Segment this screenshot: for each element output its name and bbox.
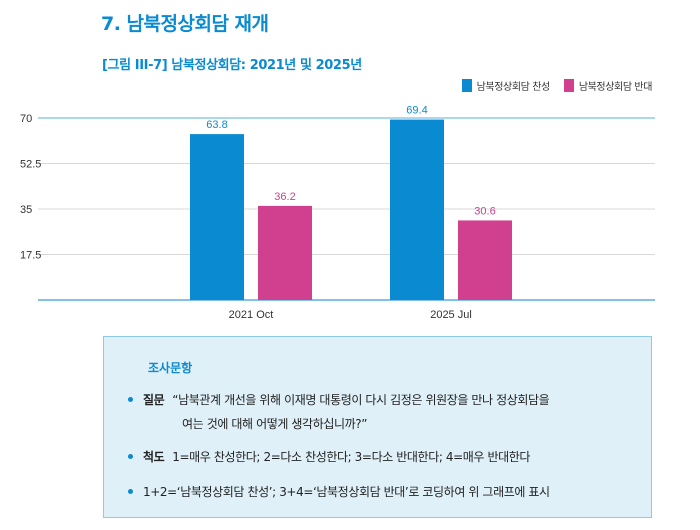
question-label: 질문: [143, 393, 165, 407]
legend-label-oppose: 남북정상회담 반대: [578, 82, 653, 93]
bullet-icon: [128, 397, 133, 402]
question-text: “남북관계 개선을 위해 이재명 대통령이 다시 김정은 위원장을 만나 정상회…: [172, 393, 550, 407]
survey-box: 조사문항 질문 “남북관계 개선을 위해 이재명 대통령이 다시 김정은 위원장…: [103, 336, 652, 518]
coding-text: 1+2=‘남북정상회담 찬성’; 3+4=‘남북정상회담 반대’로 코딩하여 위…: [143, 485, 550, 499]
data-label: 30.6: [474, 205, 495, 217]
coding-row: 1+2=‘남북정상회담 찬성’; 3+4=‘남북정상회담 반대’로 코딩하여 위…: [128, 483, 550, 500]
scale-label: 척도: [143, 450, 165, 464]
y-tick-label: 17.5: [20, 250, 41, 262]
question-text-cont: 여는 것에 대해 어떻게 생각하십니까?”: [182, 417, 368, 431]
legend-swatch-favor: [461, 79, 472, 92]
legend-swatch-oppose: [563, 79, 574, 92]
data-label: 36.2: [274, 191, 295, 203]
x-tick-label: 2021 Oct: [229, 309, 274, 321]
bar-favor: [190, 134, 244, 300]
legend-label-favor: 남북정상회담 찬성: [476, 82, 551, 93]
bullet-icon: [128, 454, 133, 459]
legend-item-oppose: 남북정상회담 반대: [563, 78, 653, 93]
scale-row: 척도 1=매우 찬성한다; 2=다소 찬성한다; 3=다소 반대한다; 4=매우…: [128, 448, 530, 465]
bar-oppose: [458, 220, 512, 300]
x-tick-label: 2025 Jul: [430, 309, 472, 321]
survey-title: 조사문항: [148, 361, 193, 375]
figure-title: [그림 III-7] 남북정상회담: 2021년 및 2025년: [102, 58, 362, 73]
bar-oppose: [258, 205, 312, 300]
y-tick-label: 70: [20, 113, 32, 125]
data-label: 69.4: [406, 105, 427, 117]
scale-text: 1=매우 찬성한다; 2=다소 찬성한다; 3=다소 반대한다; 4=매우 반대…: [172, 450, 531, 464]
legend-item-favor: 남북정상회담 찬성: [461, 78, 551, 93]
section-title: 7. 남북정상회담 재개: [101, 13, 269, 35]
y-tick-label: 52.5: [20, 159, 41, 171]
bar-chart: 17.5 35 52.5 70 2021 Oct 63.8 36.2 2025 Jul 69.4…: [20, 105, 655, 321]
question-row: 질문 “남북관계 개선을 위해 이재명 대통령이 다시 김정은 위원장을 만나 …: [128, 391, 550, 408]
y-tick-label: 35: [20, 204, 32, 216]
data-label: 63.8: [206, 119, 227, 131]
bar-favor: [390, 119, 444, 300]
bullet-icon: [128, 489, 133, 494]
chart-legend: 남북정상회담 찬성 남북정상회담 반대: [461, 78, 653, 93]
